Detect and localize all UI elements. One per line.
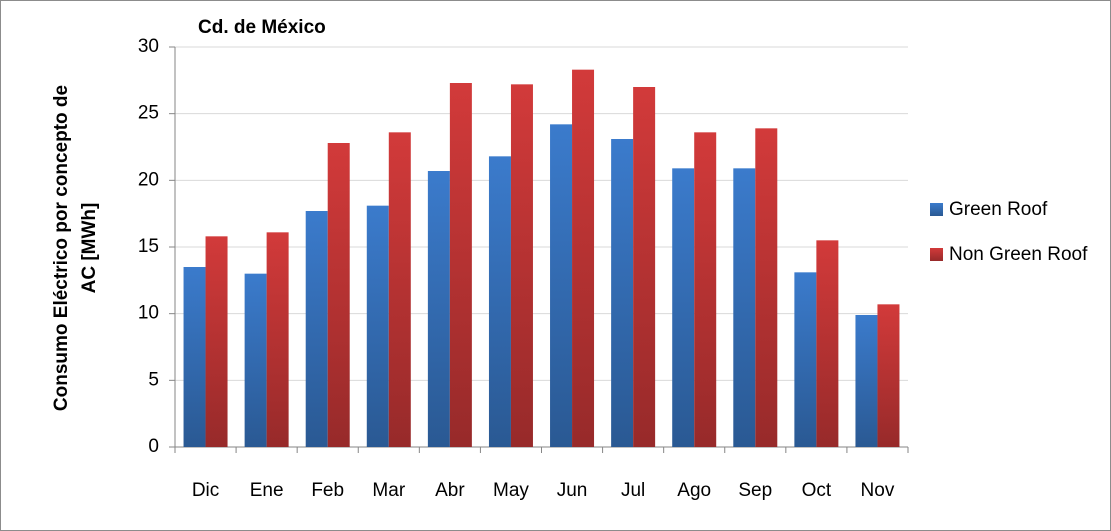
bar <box>755 128 778 448</box>
x-tick-label: May <box>493 480 529 501</box>
chart-title: Cd. de México <box>198 17 326 38</box>
x-tick-label: Nov <box>861 480 895 501</box>
bar <box>855 315 878 447</box>
bar <box>449 83 472 447</box>
bar <box>672 168 695 448</box>
x-tick-label: Sep <box>738 480 772 501</box>
legend-label: Green Roof <box>949 199 1048 220</box>
bar <box>244 273 267 447</box>
y-tick-label: 15 <box>138 236 159 257</box>
bar <box>205 236 228 447</box>
legend-item: Non Green Roof <box>930 241 1090 268</box>
legend-swatch <box>930 248 943 261</box>
y-tick-label: 20 <box>138 169 159 190</box>
y-tick-label: 25 <box>138 103 159 124</box>
y-tick-label: 0 <box>148 436 159 457</box>
legend-label: Non Green Roof <box>949 244 1088 265</box>
bar <box>633 87 656 447</box>
bar <box>488 156 511 448</box>
bar <box>877 304 900 447</box>
x-tick-label: Jun <box>557 480 588 501</box>
y-tick-label: 10 <box>138 303 159 324</box>
y-axis-label: Consumo Eléctrico por concepto de <box>51 85 72 411</box>
x-tick-label: Dic <box>192 480 219 501</box>
bar <box>305 211 328 447</box>
legend-swatch <box>930 203 943 216</box>
bar <box>611 139 634 447</box>
legend-item: Green Roof <box>930 196 1090 223</box>
bar <box>266 232 289 447</box>
x-tick-label: Feb <box>311 480 344 501</box>
x-tick-label: Mar <box>372 480 405 501</box>
bar <box>694 132 717 448</box>
bar <box>388 132 411 448</box>
bar <box>366 205 389 447</box>
bar <box>794 272 817 447</box>
x-tick-label: Ago <box>677 480 711 501</box>
y-tick-label: 30 <box>138 36 159 57</box>
x-tick-label: Oct <box>802 480 832 501</box>
x-tick-label: Jul <box>621 480 645 501</box>
y-tick-label: 5 <box>148 369 159 390</box>
bar <box>427 171 450 447</box>
bar <box>510 84 533 447</box>
bar <box>183 267 206 447</box>
bar <box>550 124 573 447</box>
x-tick-label: Ene <box>250 480 284 501</box>
bar <box>733 168 756 448</box>
bar <box>816 240 839 447</box>
bar <box>327 143 350 447</box>
y-axis-label: AC [MWh] <box>79 203 100 294</box>
bar <box>572 69 595 448</box>
x-tick-label: Abr <box>435 480 465 501</box>
legend: Green Roof Non Green Roof <box>930 196 1090 286</box>
